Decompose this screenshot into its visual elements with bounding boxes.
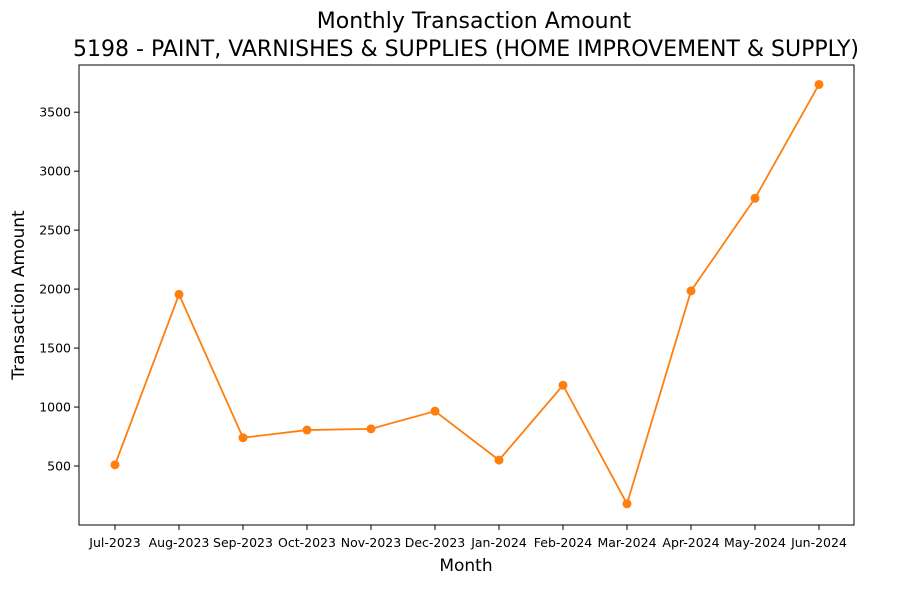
data-point [302,425,312,435]
x-tick-label: Feb-2024 [534,535,593,550]
y-tick-label: 2000 [39,282,71,297]
data-point [238,433,248,443]
y-tick-label: 1500 [39,341,71,356]
y-axis-ticks: 500 1000 1500 2000 2500 3000 3500 [39,105,79,474]
data-point [622,499,632,509]
x-tick-label: Jan-2024 [470,535,527,550]
x-tick-label: Sep-2023 [213,535,273,550]
y-tick-label: 500 [47,459,71,474]
x-axis-ticks: Jul-2023 Aug-2023 Sep-2023 Oct-2023 Nov-2023… [88,525,847,550]
y-tick-label: 2500 [39,223,71,238]
data-point [430,406,440,416]
y-tick-label: 3000 [39,164,71,179]
data-point [558,380,568,390]
data-point [750,193,760,203]
series-line [114,84,820,505]
x-tick-label: Nov-2023 [341,535,401,550]
chart-title: Monthly Transaction Amount [317,9,632,34]
x-tick-label: Jul-2023 [88,535,140,550]
x-tick-label: Apr-2024 [662,535,719,550]
x-tick-label: Mar-2024 [597,535,656,550]
plot-area-frame [78,64,855,526]
chart-subtitle: 5198 - PAINT, VARNISHES & SUPPLIES (HOME… [73,37,859,62]
x-tick-label: May-2024 [724,535,786,550]
x-tick-label: Oct-2023 [278,535,336,550]
x-tick-label: Aug-2023 [149,535,210,550]
data-point [494,455,504,465]
data-point [174,289,184,299]
y-tick-label: 1000 [39,400,71,415]
x-tick-label: Jun-2024 [790,535,847,550]
x-tick-label: Dec-2023 [405,535,466,550]
data-point [110,460,120,470]
x-axis-label: Month [439,556,492,576]
data-point [686,286,696,296]
data-point [814,79,824,89]
data-point [366,424,376,434]
y-axis-label: Transaction Amount [9,210,29,381]
series-layer [110,79,824,509]
y-tick-label: 3500 [39,105,71,120]
